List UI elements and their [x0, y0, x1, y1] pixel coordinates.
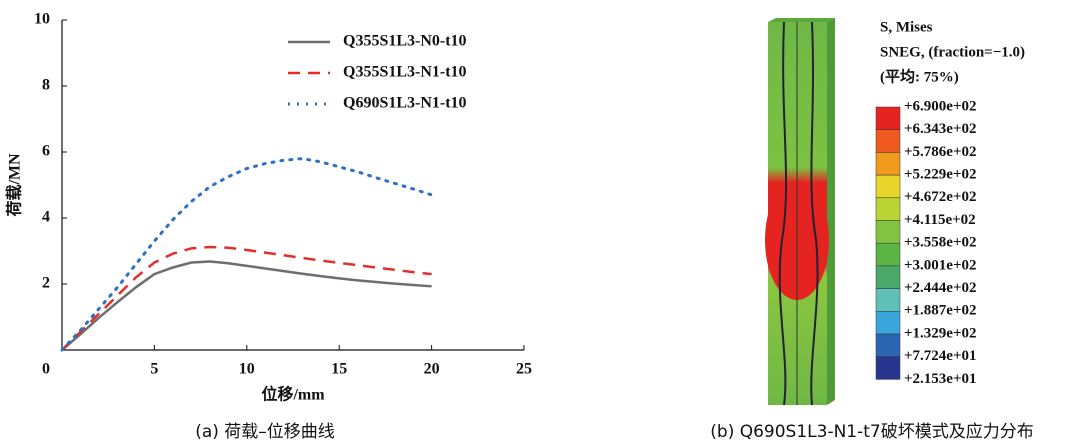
legend-label: Q355S1L3-N1-t10 [343, 64, 467, 81]
figure: 位移/mm 荷载/MN (a) 荷载–位移曲线 (b) Q690S1L3-N1-… [0, 0, 1091, 446]
legend-title: S, Mises [880, 19, 933, 35]
x-axis-label: 位移/mm [261, 385, 325, 404]
color-band [876, 175, 900, 198]
color-band [876, 289, 900, 312]
legend-value: +4.115e+02 [904, 212, 976, 228]
x-tick-label: 20 [424, 361, 440, 378]
color-band [876, 152, 900, 175]
line-series [62, 247, 432, 350]
y-axis-label: 荷载/MN [6, 153, 24, 217]
legend-value: +7.724e+01 [904, 348, 977, 364]
color-band [876, 357, 900, 380]
line-series [62, 159, 432, 350]
x-tick-label: 5 [150, 361, 158, 378]
color-band [876, 243, 900, 266]
legend-value: +2.444e+02 [904, 280, 977, 296]
color-band [876, 266, 900, 289]
color-band [876, 311, 900, 334]
y-tick-label: 4 [42, 209, 50, 226]
y-tick-label: 10 [34, 11, 50, 28]
legend-label: Q690S1L3-N1-t10 [343, 95, 467, 112]
color-band [876, 198, 900, 221]
caption: (a) 荷载–位移曲线 [195, 422, 335, 442]
color-band [876, 130, 900, 153]
fe-model [765, 18, 835, 405]
caption: (b) Q690S1L3-N1-t7破坏模式及应力分布 [710, 422, 1033, 442]
legend-value: +5.229e+02 [904, 167, 977, 183]
line-series [62, 262, 432, 350]
legend-value: +3.558e+02 [904, 235, 977, 251]
legend-value: +6.900e+02 [904, 98, 977, 114]
color-band [876, 221, 900, 244]
color-band [876, 334, 900, 357]
legend-title: (平均: 75%) [880, 67, 959, 85]
y-tick-label: 8 [42, 77, 50, 94]
x-tick-label: 25 [516, 361, 532, 378]
legend-title: SNEG, (fraction=−1.0) [880, 44, 1025, 60]
legend-value: +4.672e+02 [904, 189, 977, 205]
color-band [876, 107, 900, 130]
x-tick-label: 0 [42, 361, 50, 378]
legend-value: +6.343e+02 [904, 121, 977, 137]
legend-value: +2.153e+01 [904, 371, 977, 387]
legend-value: +3.001e+02 [904, 257, 977, 273]
x-tick-label: 15 [331, 361, 347, 378]
y-tick-label: 6 [42, 143, 50, 160]
y-tick-label: 2 [42, 275, 50, 292]
x-tick-label: 10 [239, 361, 255, 378]
legend-value: +1.329e+02 [904, 325, 977, 341]
legend-value: +1.887e+02 [904, 303, 977, 319]
legend-value: +5.786e+02 [904, 144, 977, 160]
legend-label: Q355S1L3-N0-t10 [343, 33, 467, 50]
